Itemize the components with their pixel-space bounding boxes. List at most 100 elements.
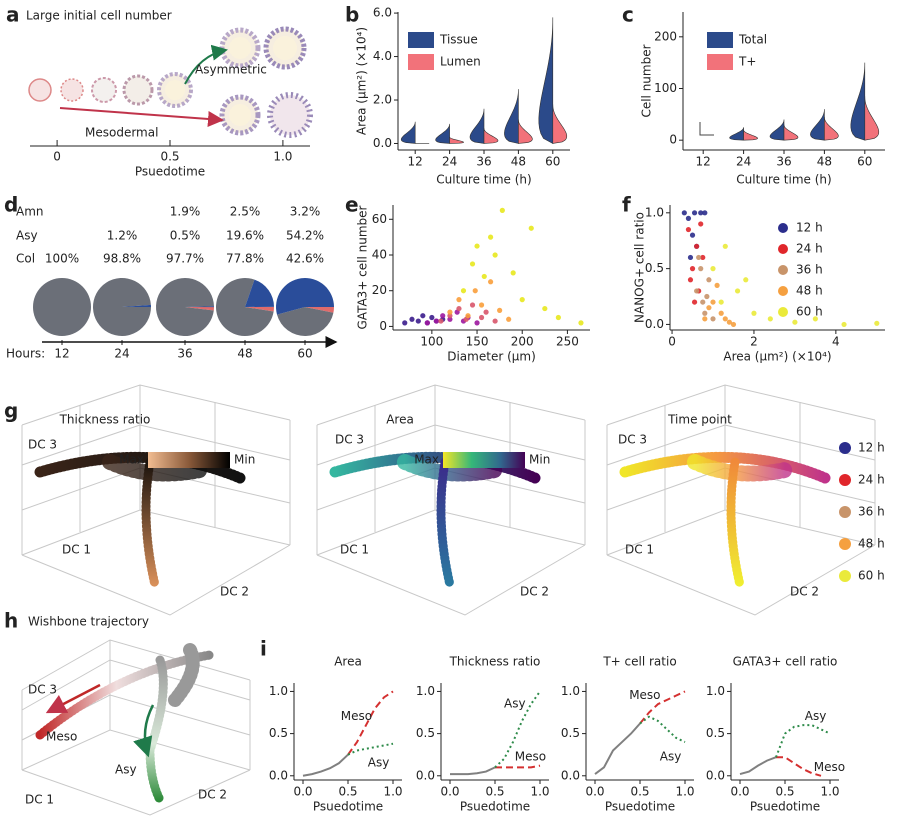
scatter-point bbox=[474, 243, 480, 249]
scatter-point bbox=[481, 273, 487, 280]
x-tick-label: 1.0 bbox=[675, 785, 694, 799]
x-tick-label: 0.5 bbox=[485, 785, 504, 799]
axis-label: DC 3 bbox=[618, 433, 647, 447]
x-tick-label: 48 bbox=[511, 155, 526, 169]
legend-label: 36 h bbox=[858, 505, 885, 519]
value-label: 1.9% bbox=[170, 205, 201, 219]
scatter-point bbox=[433, 318, 439, 324]
legend-label: T+ bbox=[738, 55, 756, 69]
y-tick-label: 0.5 bbox=[269, 726, 288, 740]
pie-slice bbox=[185, 307, 214, 311]
y-tick-label: 0.0 bbox=[416, 768, 435, 782]
violin-half bbox=[729, 127, 744, 141]
hour-label: 24 bbox=[114, 347, 129, 361]
y-tick-label: 0.5 bbox=[706, 726, 725, 740]
x-tick-label: 200 bbox=[511, 335, 534, 349]
scatter-point bbox=[460, 288, 467, 294]
violin-half bbox=[400, 121, 416, 144]
legend-label: Total bbox=[738, 33, 767, 47]
legend-swatch bbox=[408, 54, 434, 70]
x-tick-label: 100 bbox=[420, 335, 443, 349]
legend-marker bbox=[839, 538, 851, 550]
scatter-point bbox=[492, 318, 498, 324]
scatter-point bbox=[698, 266, 704, 272]
scatter-point bbox=[722, 316, 728, 322]
series-label: Asy bbox=[368, 756, 390, 770]
y-tick-label: 0 bbox=[379, 319, 387, 333]
y-tick-label: 0.0 bbox=[645, 317, 664, 331]
scatter-point bbox=[440, 313, 446, 319]
x-tick-label: 48 bbox=[817, 155, 832, 169]
y-tick-label: 2.0 bbox=[373, 93, 392, 107]
legend-marker bbox=[778, 244, 788, 254]
series-label: Meso bbox=[341, 709, 372, 723]
y-tick-label: 0.0 bbox=[373, 136, 392, 150]
x-tick-label: 0.0 bbox=[293, 785, 312, 799]
y-axis-label: Area (μm²) (×10⁴) bbox=[355, 27, 369, 135]
hour-label: 48 bbox=[237, 347, 252, 361]
x-axis-label: Diameter (μm) bbox=[447, 350, 536, 364]
violin-half bbox=[449, 136, 464, 144]
panel-label: d bbox=[4, 193, 18, 217]
x-axis-label: Area (μm²) (×10⁴) bbox=[723, 350, 831, 364]
violin-half bbox=[864, 96, 880, 141]
axis-label: DC 2 bbox=[220, 585, 249, 599]
legend-marker bbox=[839, 474, 851, 486]
cloud bbox=[329, 451, 541, 484]
axis-label: DC 2 bbox=[790, 585, 819, 599]
scatter-point bbox=[478, 302, 485, 308]
scatter-point bbox=[718, 299, 724, 305]
scatter-point bbox=[447, 309, 453, 315]
axis-label: DC 2 bbox=[198, 788, 227, 802]
scatter-point bbox=[702, 316, 708, 322]
colorbar bbox=[148, 452, 230, 468]
pie-slice bbox=[156, 278, 214, 336]
y-tick-label: 0.5 bbox=[645, 261, 664, 275]
y-axis-label: GATA3+ cell number bbox=[356, 205, 370, 329]
legend-marker bbox=[778, 307, 788, 317]
scatter-point bbox=[456, 297, 462, 303]
y-tick-label: 0.0 bbox=[269, 768, 288, 782]
y-tick-label: 1.0 bbox=[645, 205, 664, 219]
plot-title: Time point bbox=[667, 413, 732, 427]
scatter-point bbox=[487, 279, 494, 285]
scatter-point bbox=[743, 277, 749, 283]
axis-label: DC 3 bbox=[28, 438, 57, 452]
cloud bbox=[141, 457, 160, 590]
scatter-point bbox=[492, 252, 498, 258]
legend-marker bbox=[839, 570, 851, 582]
y-tick-label: 6.0 bbox=[373, 6, 392, 20]
scatter-point bbox=[718, 310, 724, 316]
x-tick-label: 0.0 bbox=[440, 785, 459, 799]
branch-label: Mesodermal bbox=[85, 126, 158, 140]
pie-slice bbox=[277, 307, 334, 337]
x-tick-label: 0.5 bbox=[338, 785, 357, 799]
panel-label: c bbox=[622, 3, 634, 27]
colorbar-label: Max bbox=[119, 453, 144, 467]
violin-half bbox=[783, 124, 799, 141]
scatter-point bbox=[465, 313, 471, 319]
legend-label: 36 h bbox=[796, 263, 823, 277]
hour-label: 60 bbox=[297, 347, 312, 361]
panel-label: e bbox=[345, 193, 359, 217]
series-label: Meso bbox=[629, 688, 660, 702]
y-tick-label: 0.5 bbox=[561, 726, 580, 740]
y-tick-label: 4.0 bbox=[373, 49, 392, 63]
series-label: Meso bbox=[814, 760, 845, 774]
y-axis-label: NANOG+ cell ratio bbox=[633, 212, 647, 323]
scatter-point bbox=[474, 320, 480, 326]
scatter-point bbox=[510, 270, 516, 276]
scatter-point bbox=[706, 305, 712, 311]
plot-title: GATA3+ cell ratio bbox=[733, 655, 838, 669]
scatter-point bbox=[472, 288, 478, 294]
x-tick-label: 24 bbox=[736, 155, 751, 169]
axis-label: DC 3 bbox=[28, 683, 57, 697]
violin-half bbox=[824, 116, 839, 141]
scatter-point bbox=[519, 297, 525, 303]
violin-half bbox=[552, 104, 568, 144]
axis-label: DC 1 bbox=[25, 793, 54, 807]
y-tick-label: 1.0 bbox=[706, 684, 725, 698]
line-series bbox=[639, 715, 686, 743]
legend-label: Tissue bbox=[439, 33, 478, 47]
panel-h-illustration bbox=[21, 639, 251, 816]
